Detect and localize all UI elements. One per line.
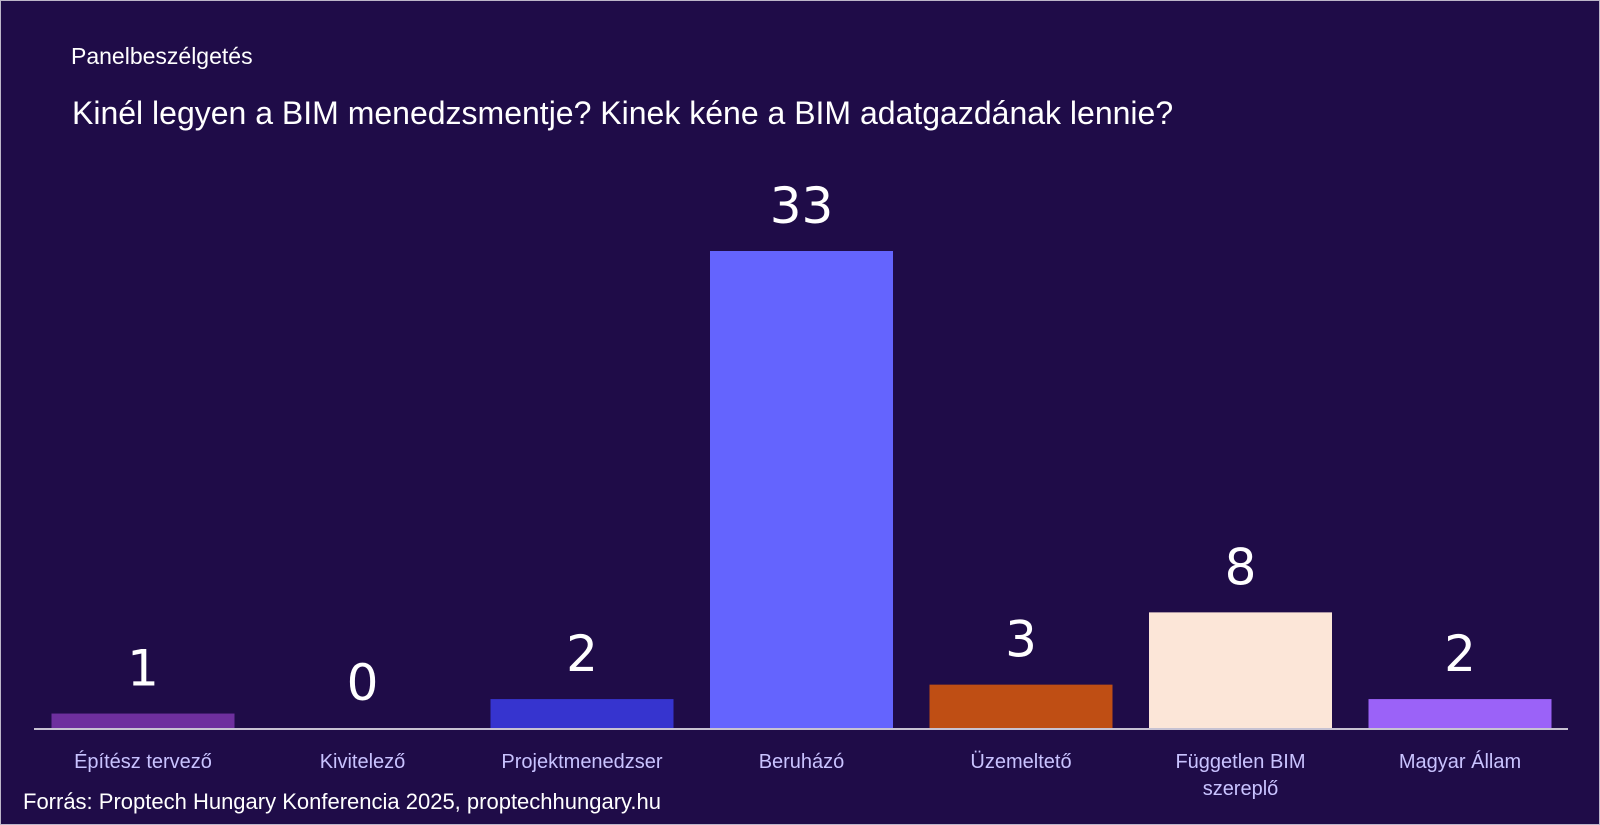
bars-group: 1 Építész tervező 0 Kivitelező 2 Projektmened… [51, 177, 1552, 800]
category-label-1: Kivitelező [320, 751, 406, 773]
chart-title: Kinél legyen a BIM menedzsmentje? Kinek … [72, 95, 1174, 131]
bar-5 [1149, 612, 1332, 728]
bar-4 [929, 684, 1113, 728]
category-label-0: Építész tervező [74, 750, 212, 773]
category-label-4: Üzemeltető [970, 751, 1071, 773]
category-label-3: Beruházó [759, 751, 845, 773]
chart-source: Forrás: Proptech Hungary Konferencia 202… [23, 789, 661, 814]
value-label-4: 3 [1005, 611, 1037, 669]
chart-kicker: Panelbeszélgetés [71, 43, 253, 69]
category-label-5-line-0: Független BIM [1175, 751, 1305, 773]
value-label-1: 0 [347, 654, 379, 712]
category-label-5-line-1: szereplő [1203, 778, 1279, 800]
value-label-0: 1 [127, 640, 159, 698]
value-label-3: 33 [770, 177, 834, 235]
value-label-2: 2 [566, 625, 598, 683]
value-label-6: 2 [1444, 625, 1476, 683]
bar-3 [710, 251, 893, 728]
bar-0 [51, 713, 235, 728]
bar-2 [490, 699, 674, 728]
value-label-5: 8 [1225, 538, 1257, 596]
category-label-6: Magyar Állam [1399, 750, 1521, 773]
bar-6 [1368, 699, 1552, 728]
category-label-2: Projektmenedzser [501, 751, 663, 773]
